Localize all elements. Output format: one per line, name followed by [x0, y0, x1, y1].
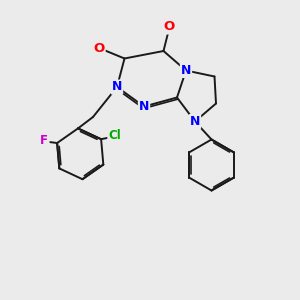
Text: N: N [112, 80, 122, 94]
Text: N: N [190, 115, 200, 128]
Text: O: O [93, 41, 105, 55]
Text: F: F [40, 134, 48, 147]
Text: N: N [181, 64, 191, 77]
Text: N: N [139, 100, 149, 113]
Text: Cl: Cl [108, 129, 121, 142]
Text: O: O [164, 20, 175, 34]
